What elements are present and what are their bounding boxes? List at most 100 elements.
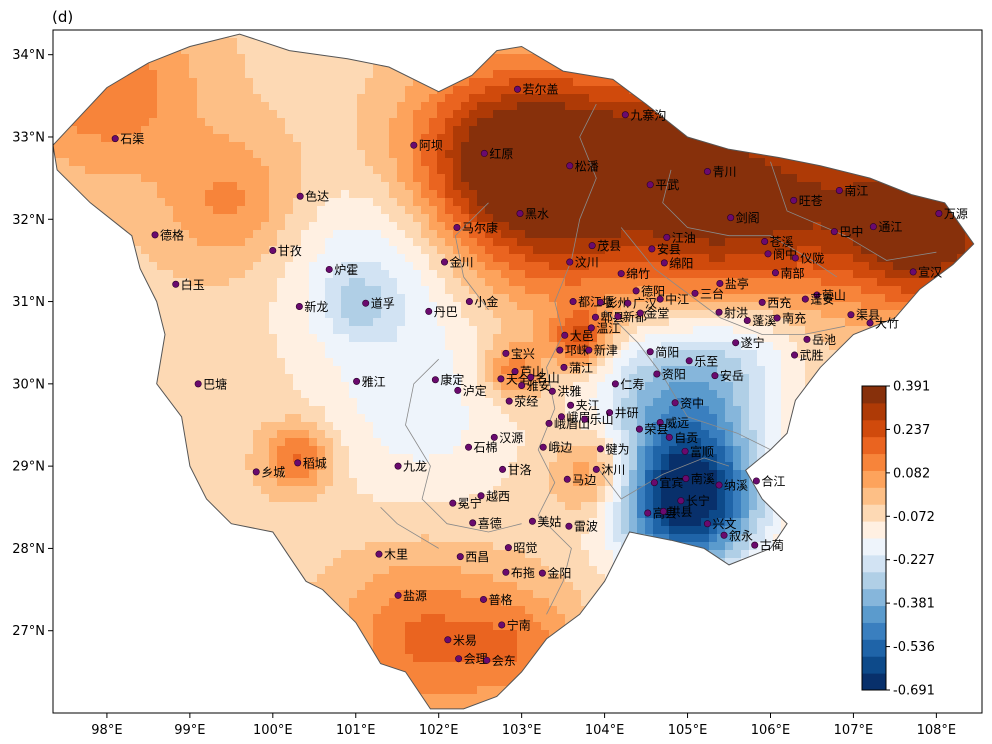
field-cell <box>717 158 726 167</box>
field-cell <box>757 222 766 231</box>
field-cell <box>133 150 142 159</box>
field-cell <box>901 278 910 287</box>
field-cell <box>589 214 598 223</box>
field-cell <box>549 342 558 351</box>
field-cell <box>237 142 246 151</box>
field-cell <box>325 86 334 95</box>
field-cell <box>341 246 350 255</box>
field-cell <box>813 350 822 359</box>
field-cell <box>557 366 566 375</box>
field-cell <box>141 182 150 191</box>
field-cell <box>453 182 462 191</box>
field-cell <box>117 158 126 167</box>
field-cell <box>413 110 422 119</box>
field-cell <box>741 358 750 367</box>
field-cell <box>493 310 502 319</box>
field-cell <box>165 142 174 151</box>
field-cell <box>733 278 742 287</box>
field-cell <box>517 54 526 63</box>
field-cell <box>365 230 374 239</box>
field-cell <box>109 118 118 127</box>
field-cell <box>565 342 574 351</box>
field-cell <box>653 118 662 127</box>
field-cell <box>285 302 294 311</box>
field-cell <box>349 278 358 287</box>
field-cell <box>253 334 262 343</box>
field-cell <box>269 118 278 127</box>
field-cell <box>421 334 430 343</box>
field-cell <box>557 102 566 111</box>
field-cell <box>205 278 214 287</box>
field-cell <box>669 334 678 343</box>
field-cell <box>277 190 286 199</box>
field-cell <box>261 342 270 351</box>
field-cell <box>237 254 246 263</box>
field-cell <box>485 142 494 151</box>
field-cell <box>413 350 422 359</box>
field-cell <box>597 310 606 319</box>
field-cell <box>205 262 214 271</box>
field-cell <box>293 94 302 103</box>
field-cell <box>293 254 302 263</box>
field-cell <box>493 78 502 87</box>
field-cell <box>309 262 318 271</box>
field-cell <box>597 142 606 151</box>
field-cell <box>613 334 622 343</box>
field-cell <box>789 238 798 247</box>
field-cell <box>517 230 526 239</box>
field-cell <box>357 246 366 255</box>
field-cell <box>757 358 766 367</box>
field-cell <box>869 206 878 215</box>
field-cell <box>293 326 302 335</box>
field-cell <box>445 254 454 263</box>
field-cell <box>789 190 798 199</box>
field-cell <box>205 222 214 231</box>
field-cell <box>453 118 462 127</box>
field-cell <box>405 238 414 247</box>
field-cell <box>741 278 750 287</box>
field-cell <box>917 262 926 271</box>
field-cell <box>389 198 398 207</box>
field-cell <box>533 294 542 303</box>
field-cell <box>685 182 694 191</box>
field-cell <box>557 70 566 79</box>
field-cell <box>221 318 230 327</box>
field-cell <box>245 278 254 287</box>
field-cell <box>261 166 270 175</box>
field-cell <box>541 94 550 103</box>
field-cell <box>309 198 318 207</box>
field-cell <box>749 334 758 343</box>
field-cell <box>565 198 574 207</box>
field-cell <box>629 150 638 159</box>
field-cell <box>589 302 598 311</box>
field-cell <box>253 110 262 119</box>
field-cell <box>829 166 838 175</box>
field-cell <box>509 358 518 367</box>
field-cell <box>261 102 270 111</box>
field-cell <box>725 246 734 255</box>
field-cell <box>189 286 198 295</box>
field-cell <box>269 222 278 231</box>
field-cell <box>733 310 742 319</box>
field-cell <box>581 174 590 183</box>
field-cell <box>773 358 782 367</box>
field-cell <box>501 206 510 215</box>
field-cell <box>517 246 526 255</box>
field-cell <box>525 278 534 287</box>
field-cell <box>749 150 758 159</box>
field-cell <box>397 214 406 223</box>
field-cell <box>341 302 350 311</box>
field-cell <box>405 86 414 95</box>
field-cell <box>197 110 206 119</box>
field-cell <box>349 302 358 311</box>
field-cell <box>205 318 214 327</box>
field-cell <box>621 302 630 311</box>
field-cell <box>517 78 526 87</box>
field-cell <box>469 270 478 279</box>
field-cell <box>397 278 406 287</box>
field-cell <box>557 126 566 135</box>
field-cell <box>749 198 758 207</box>
field-cell <box>933 222 942 231</box>
field-cell <box>309 174 318 183</box>
field-cell <box>389 286 398 295</box>
